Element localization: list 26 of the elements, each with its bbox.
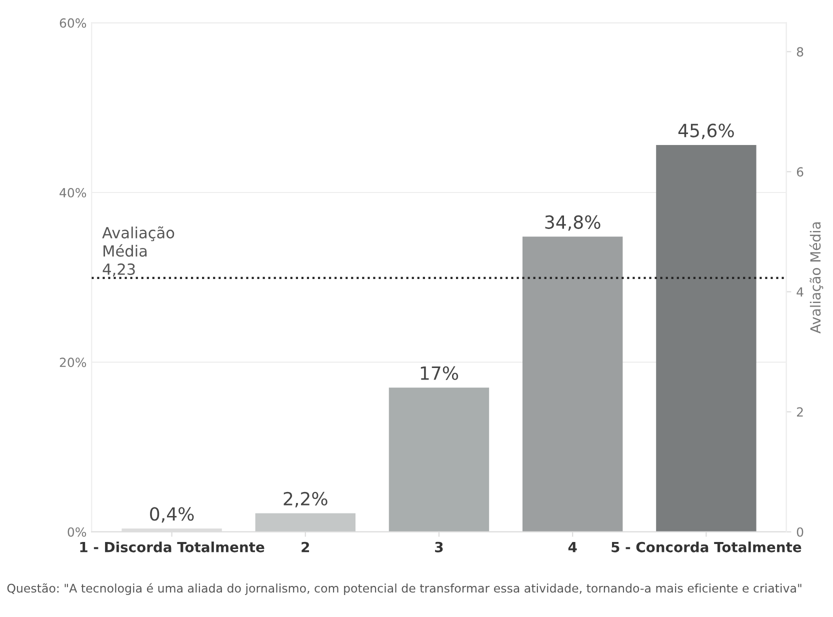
x-tick-label: 4 [568,542,577,552]
y2-axis-title: Avaliação Média [809,222,824,334]
y2-tick-label: 0 [796,527,804,537]
y-tick-label: 60% [60,18,86,28]
y2-tick-label: 6 [796,167,804,177]
data-label: 2,2% [284,492,328,508]
text: Questão: "A tecnologia é uma aliada do jornalismo, com potencial de transformar essa atividade, tornando-a mais eficiente e criativa" [7,583,802,595]
y2-tick-label: 4 [796,287,804,296]
y2-tick-label: 2 [796,407,803,417]
ref-line-label: Avaliação Média 4,23 [102,226,174,277]
data-label: 45,6% [678,124,734,140]
bar [255,513,356,532]
bar [388,388,490,532]
data-label: 34,8% [545,215,600,231]
y-tick-label: 20% [60,358,86,368]
y-tick-label: 40% [60,188,86,198]
bar [656,144,756,532]
data-label: 17% [420,366,458,380]
y2-tick-label: 8 [796,47,804,57]
bar [522,236,623,532]
x-tick-label: 1 - Discorda Totalmente [80,542,264,552]
x-tick-label: 5 - Concorda Totalmente [612,542,802,552]
x-tick-label: 2 [302,542,310,552]
y-tick-label: 0% [68,527,86,537]
data-label: 0,4% [150,507,194,523]
x-tick-label: 3 [435,542,443,552]
